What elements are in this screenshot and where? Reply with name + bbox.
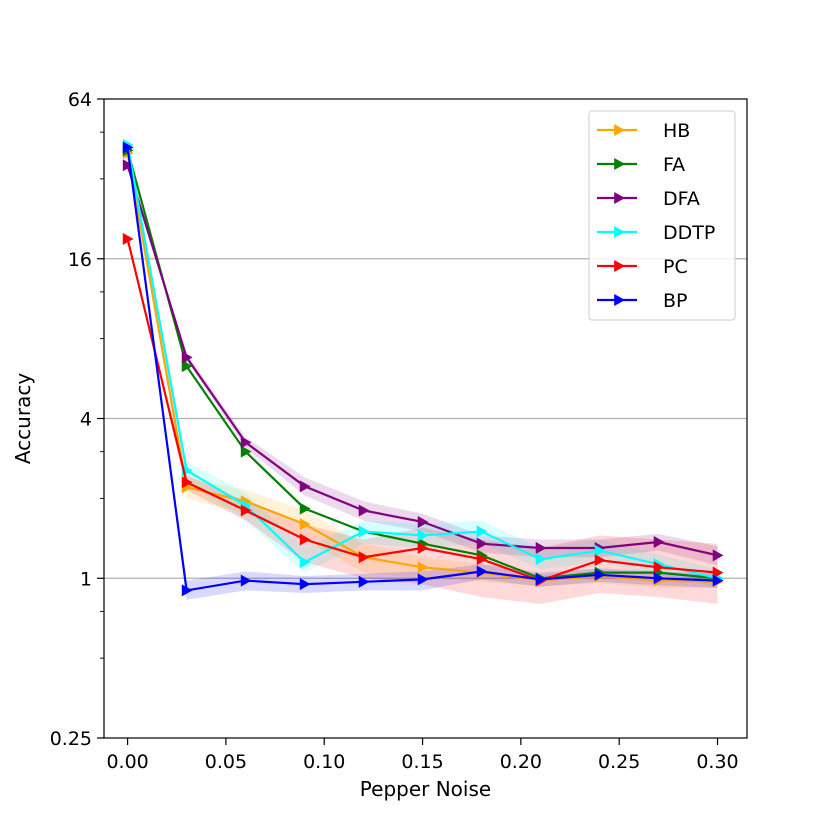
data-point-pc: [299, 533, 311, 546]
data-point-bp: [358, 575, 370, 588]
data-point-ddtp: [299, 556, 311, 569]
legend-label-bp: BP: [663, 290, 688, 312]
x-axis-label: Pepper Noise: [360, 777, 491, 801]
data-point-bp: [535, 573, 547, 586]
data-point-dfa: [299, 480, 311, 493]
data-point-ddtp: [535, 553, 547, 566]
data-point-hb: [299, 518, 311, 531]
data-point-pc: [653, 561, 665, 574]
data-point-pc: [122, 232, 134, 245]
x-tick-label: 0.25: [598, 751, 640, 773]
y-tick-label: 64: [68, 89, 92, 111]
data-point-fa: [181, 360, 193, 373]
data-point-dfa: [358, 504, 370, 517]
legend-marker-ddtp: [614, 226, 625, 238]
data-point-dfa: [417, 515, 429, 528]
legend-label-pc: PC: [663, 256, 688, 278]
data-point-dfa: [476, 537, 488, 550]
legend-label-ddtp: DDTP: [663, 222, 715, 244]
y-tick-label: 4: [80, 409, 92, 431]
legend: HB FA DFA DDTP PC BP: [588, 110, 736, 321]
data-point-fa: [240, 445, 252, 458]
y-tick-label: 16: [68, 249, 92, 271]
data-point-pc: [240, 504, 252, 517]
data-point-bp: [417, 573, 429, 586]
data-point-dfa: [712, 549, 724, 562]
x-tick-label: 0.15: [401, 751, 443, 773]
x-tick-label: 0.30: [696, 751, 738, 773]
y-axis-label: Accuracy: [11, 373, 35, 464]
data-point-pc: [594, 554, 606, 567]
legend-marker-bp: [614, 294, 625, 306]
legend-box: [588, 110, 736, 321]
data-point-dfa: [181, 351, 193, 364]
series-lines: [122, 138, 724, 597]
legend-marker-dfa: [614, 192, 625, 204]
y-tick-label: 0.25: [50, 728, 92, 750]
data-point-bp: [476, 565, 488, 578]
data-point-dfa: [653, 535, 665, 548]
x-tick-label: 0.00: [106, 751, 148, 773]
data-point-hb: [417, 561, 429, 574]
data-point-bp: [181, 584, 193, 597]
data-point-pc: [181, 476, 193, 489]
data-point-bp: [712, 574, 724, 587]
legend-marker-hb: [614, 124, 625, 136]
data-point-bp: [122, 141, 134, 154]
data-point-ddtp: [594, 544, 606, 557]
axis-ticks: 0.25 1 4 16 64 0.00 0.05 0.10 0.15 0.20 0.25 0.30: [50, 89, 739, 773]
x-tick-label: 0.20: [500, 751, 542, 773]
data-point-dfa: [535, 542, 547, 555]
data-point-dfa: [240, 436, 252, 449]
legend-label-hb: HB: [663, 120, 690, 142]
data-point-bp: [240, 574, 252, 587]
data-point-bp: [653, 572, 665, 585]
data-point-pc: [476, 553, 488, 566]
data-point-fa: [299, 502, 311, 515]
legend-label-dfa: DFA: [663, 188, 700, 210]
legend-marker-fa: [614, 158, 625, 170]
data-point-bp: [299, 578, 311, 591]
legend-label-fa: FA: [663, 154, 685, 176]
data-point-pc: [358, 551, 370, 564]
data-point-pc: [712, 566, 724, 579]
x-tick-label: 0.05: [205, 751, 247, 773]
data-point-dfa: [122, 159, 134, 172]
x-tick-label: 0.10: [303, 751, 345, 773]
legend-marker-pc: [614, 260, 625, 272]
data-point-ddtp: [358, 525, 370, 538]
data-point-bp: [594, 568, 606, 581]
data-point-ddtp: [476, 525, 488, 538]
data-point-pc: [417, 542, 429, 555]
y-tick-label: 1: [80, 568, 92, 590]
data-point-ddtp: [417, 529, 429, 542]
